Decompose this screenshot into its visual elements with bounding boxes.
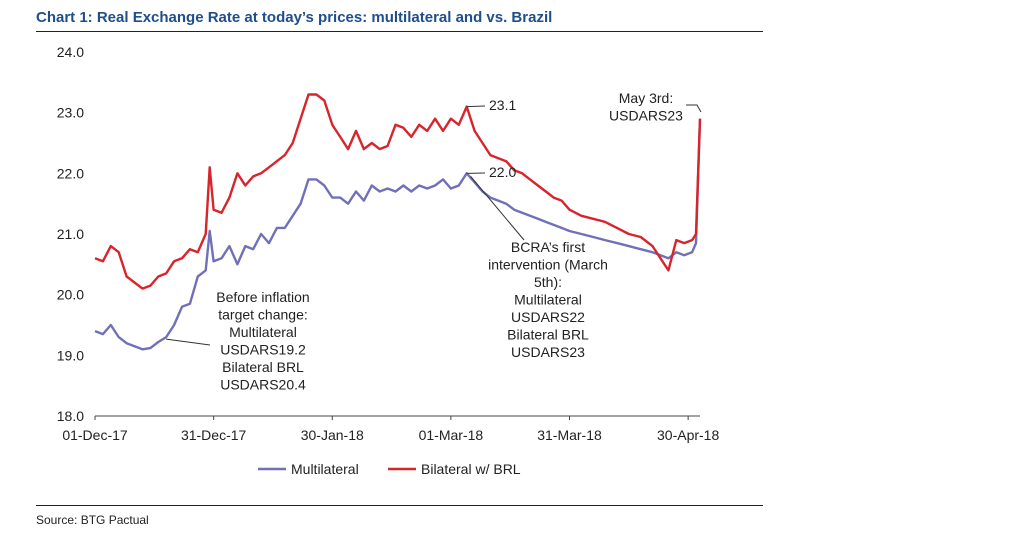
source-note: Source: BTG Pactual (36, 513, 149, 527)
annotation-line: Bilateral BRL (222, 359, 304, 375)
y-tick-label: 24.0 (57, 44, 84, 60)
x-tick-label: 01-Dec-17 (62, 427, 128, 443)
series-line (94, 93, 702, 290)
annotation-leader-line (686, 104, 702, 113)
annotation-line: USDARS22 (511, 309, 585, 325)
title-rule (36, 31, 763, 32)
annotation-line: USDARS19.2 (220, 342, 306, 358)
annotation-may-3rd: May 3rd: USDARS23 (609, 90, 683, 124)
annotation-before-inflation: Before inflation target change: Multilater… (216, 289, 309, 393)
series-bilateral-brl (94, 93, 702, 290)
y-tick-label: 20.0 (57, 287, 84, 303)
y-tick-label: 18.0 (57, 408, 84, 424)
annotation-peak-bilateral: 23.1 (489, 97, 516, 113)
annotation-line: target change: (218, 307, 308, 323)
x-tick-label: 30-Jan-18 (301, 427, 364, 443)
chart-title: Chart 1: Real Exchange Rate at today’s p… (36, 9, 553, 26)
legend: Multilateral Bilateral w/ BRL (258, 461, 521, 477)
annotation-line: BCRA’s first (511, 239, 585, 255)
annotation-line: Before inflation (216, 289, 309, 305)
annotation-line: Multilateral (229, 324, 297, 340)
series-layer (94, 93, 702, 351)
legend-label: Multilateral (291, 461, 359, 477)
legend-label: Bilateral w/ BRL (421, 461, 521, 477)
y-tick-label: 23.0 (57, 105, 84, 121)
annotation-line: USDARS20.4 (220, 377, 306, 393)
annotation-leader-line (166, 338, 211, 346)
x-axis: 01-Dec-17 31-Dec-17 30-Jan-18 01-Mar-18 31-M… (62, 415, 719, 443)
annotation-line: USDARS23 (609, 108, 683, 124)
x-tick-label: 01-Mar-18 (419, 427, 484, 443)
annotation-line: Multilateral (514, 292, 582, 308)
footer-rule (36, 505, 763, 506)
annotation-bcra-intervention: BCRA’s first intervention (March 5th): Mult… (488, 239, 608, 360)
annotation-leader-line (470, 176, 525, 241)
series-line (94, 118, 702, 351)
annotation-peak-multilateral: 22.0 (489, 164, 516, 180)
annotation-line: Bilateral BRL (507, 327, 589, 343)
y-tick-label: 21.0 (57, 226, 84, 242)
x-tick-label: 31-Dec-17 (181, 427, 247, 443)
y-axis: 18.0 19.0 20.0 21.0 22.0 23.0 24.0 (57, 44, 84, 424)
annotation-line: May 3rd: (619, 90, 673, 106)
x-tick-label: 31-Mar-18 (537, 427, 602, 443)
annotation-line: intervention (March (488, 257, 608, 273)
annotation-line: 5th): (534, 274, 562, 290)
x-tick-label: 30-Apr-18 (657, 427, 719, 443)
y-tick-label: 22.0 (57, 165, 84, 181)
annotation-line: USDARS23 (511, 344, 585, 360)
y-tick-label: 19.0 (57, 347, 84, 363)
series-multilateral (94, 118, 702, 351)
annotation-leader-line (466, 105, 486, 108)
